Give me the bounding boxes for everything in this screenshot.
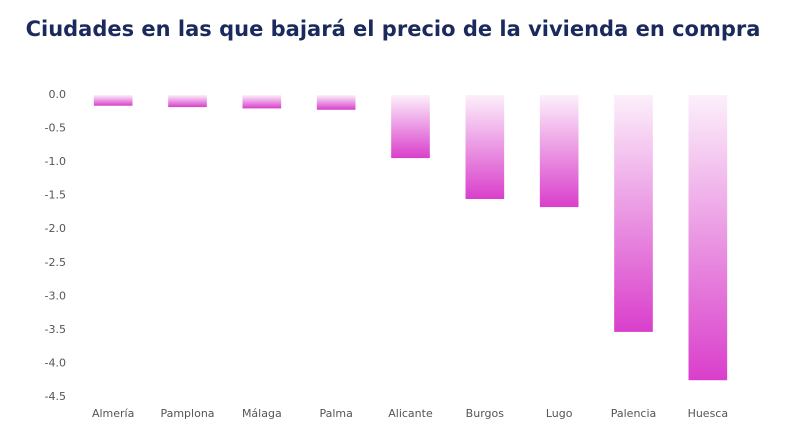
x-tick-label: Palencia <box>611 407 657 420</box>
y-tick-label: -1.0 <box>45 155 66 168</box>
y-tick-label: -2.5 <box>45 256 66 269</box>
bar <box>93 95 133 106</box>
chart-title: Ciudades en las que bajará el precio de … <box>26 17 761 41</box>
y-tick-label: -4.5 <box>45 390 66 403</box>
x-tick-label: Burgos <box>466 407 505 420</box>
x-tick-label: Pamplona <box>160 407 214 420</box>
y-tick-label: -2.0 <box>45 222 66 235</box>
bar <box>688 95 728 381</box>
x-tick-label: Huesca <box>688 407 729 420</box>
x-tick-label: Málaga <box>242 407 282 420</box>
bar <box>465 95 505 200</box>
y-tick-label: -1.5 <box>45 189 66 202</box>
bar <box>242 95 282 109</box>
x-tick-label: Alicante <box>388 407 433 420</box>
y-tick-label: -3.5 <box>45 323 66 336</box>
y-tick-label: -0.5 <box>45 122 66 135</box>
y-tick-label: -3.0 <box>45 289 66 302</box>
y-tick-label: -4.0 <box>45 356 66 369</box>
bar <box>391 95 430 159</box>
y-tick-label: 0.0 <box>49 88 67 101</box>
bar <box>316 95 356 110</box>
bar <box>614 95 653 332</box>
x-tick-label: Lugo <box>546 407 573 420</box>
x-tick-label: Almería <box>92 407 134 420</box>
bar <box>539 95 579 208</box>
x-tick-label: Palma <box>319 407 352 420</box>
bar <box>168 95 207 108</box>
